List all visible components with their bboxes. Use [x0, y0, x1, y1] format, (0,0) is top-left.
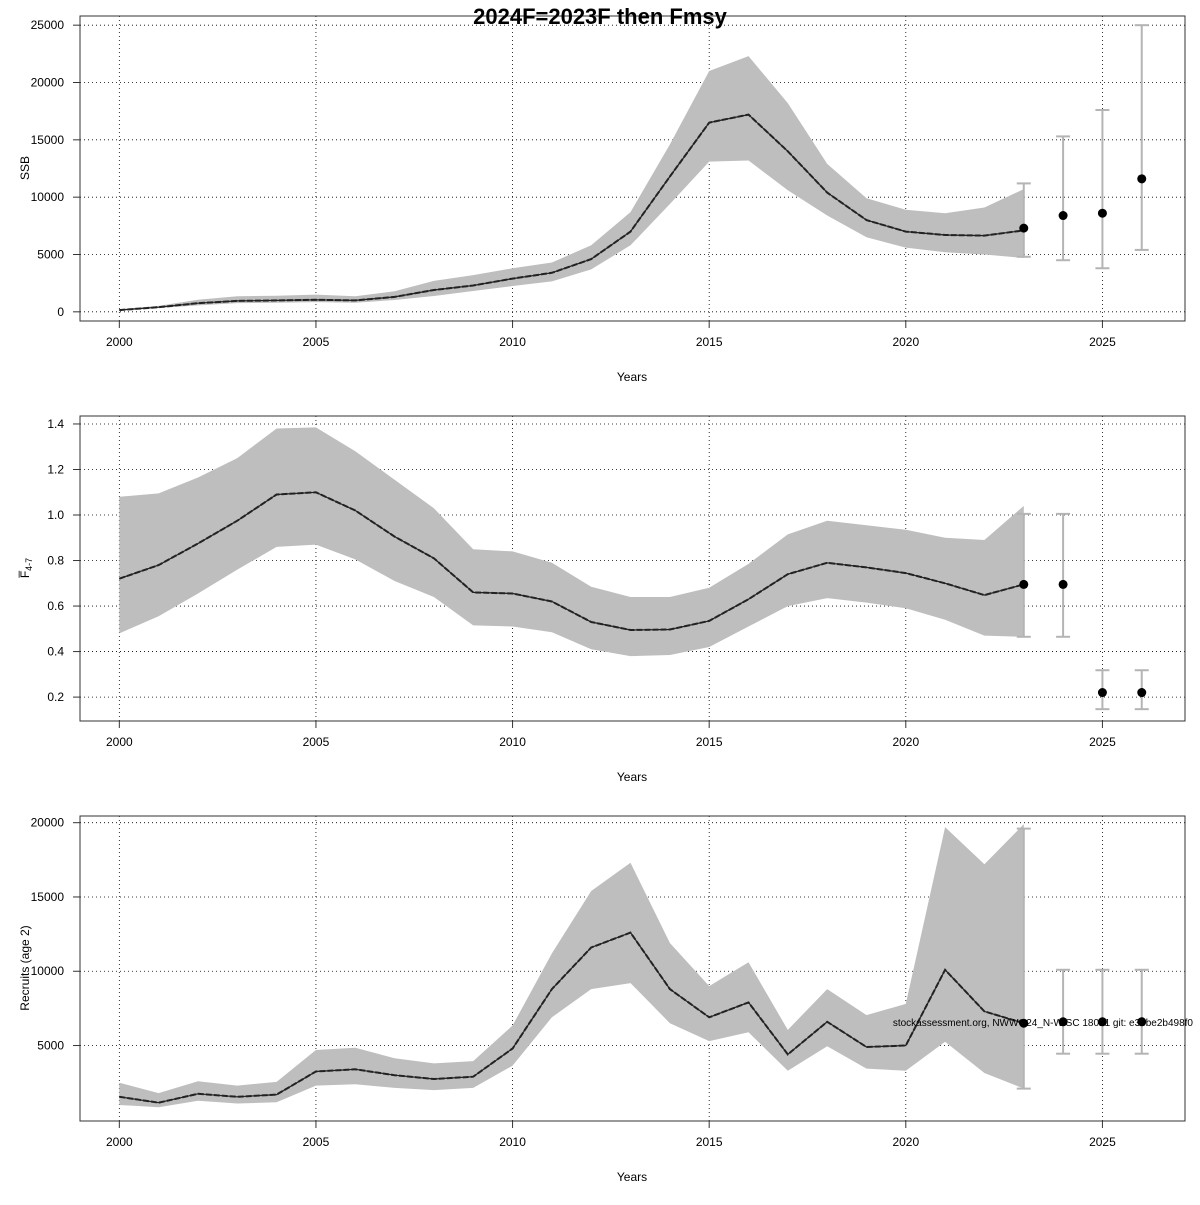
forecast-point — [1097, 208, 1107, 218]
x-tick-label: 2025 — [1089, 735, 1116, 749]
y-tick-label: 0.2 — [47, 690, 64, 704]
plot-frame — [79, 15, 1186, 322]
confidence-band — [119, 824, 1024, 1108]
x-tick-label: 2010 — [499, 735, 526, 749]
x-axis-label: Years — [617, 770, 647, 784]
confidence-band — [119, 427, 1024, 657]
x-tick-label: 2010 — [499, 1135, 526, 1149]
y-tick-label: 20000 — [31, 76, 65, 90]
y-tick-label: 15000 — [31, 133, 65, 147]
x-axis-label: Years — [617, 1170, 647, 1184]
y-tick-label: 1.4 — [47, 417, 64, 431]
x-tick-label: 2015 — [696, 735, 723, 749]
y-tick-label: 5000 — [37, 1039, 64, 1053]
y-tick-label: 0.4 — [47, 645, 64, 659]
forecast-point — [1058, 1017, 1068, 1027]
y-tick-label: 15000 — [31, 890, 65, 904]
forecast-point — [1058, 211, 1068, 221]
forecast-point — [1137, 1017, 1147, 1027]
x-tick-label: 2025 — [1089, 335, 1116, 349]
y-tick-label: 0.6 — [47, 599, 64, 613]
confidence-band — [119, 56, 1024, 311]
forecast-point — [1019, 223, 1029, 233]
x-tick-label: 2005 — [303, 335, 330, 349]
x-tick-label: 2020 — [892, 335, 919, 349]
x-tick-label: 2005 — [303, 735, 330, 749]
forecast-point — [1097, 688, 1107, 698]
plot-frame — [79, 815, 1186, 1122]
forecast-point — [1137, 688, 1147, 698]
x-tick-label: 2000 — [106, 335, 133, 349]
y-tick-label: 0 — [57, 305, 64, 319]
x-tick-label: 2000 — [106, 1135, 133, 1149]
chart-title: 2024F=2023F then Fmsy — [473, 4, 728, 29]
x-tick-label: 2020 — [892, 1135, 919, 1149]
x-tick-label: 2020 — [892, 735, 919, 749]
estimate-line-dashed — [119, 931, 1025, 1104]
forecast-point — [1019, 1018, 1029, 1028]
panel-1: 2000 2005 2010 2015 2020 2025 0 5000 10000 15000 2… — [18, 15, 1186, 384]
x-tick-label: 2005 — [303, 1135, 330, 1149]
x-tick-label: 2025 — [1089, 1135, 1116, 1149]
x-tick-label: 2000 — [106, 735, 133, 749]
x-tick-label: 2015 — [696, 335, 723, 349]
y-axis-label: F̅4-7 — [18, 558, 34, 578]
estimate-line-dashed — [119, 113, 1024, 312]
forecast-point — [1058, 579, 1068, 589]
y-tick-label: 10000 — [31, 190, 65, 204]
x-tick-label: 2015 — [696, 1135, 723, 1149]
y-tick-label: 10000 — [31, 964, 65, 978]
y-tick-label: 1.0 — [47, 508, 64, 522]
panel-3: 2000 2005 2010 2015 2020 2025 5000 10000 15000 20… — [18, 815, 1186, 1184]
forecast-point — [1019, 579, 1029, 589]
x-axis-label: Years — [617, 370, 647, 384]
y-axis-label: SSB — [18, 156, 32, 180]
y-axis-label: Recruits (age 2) — [18, 925, 32, 1010]
forecast-point — [1097, 1017, 1107, 1027]
y-tick-label: 20000 — [31, 816, 65, 830]
estimate-line-dashed — [118, 491, 1025, 632]
watermark-text: stockassessment.org, NWWG24_N-WISC 18021… — [893, 1018, 1194, 1029]
plot-frame — [79, 415, 1186, 722]
y-tick-label: 5000 — [37, 247, 64, 261]
y-tick-label: 0.8 — [47, 554, 64, 568]
y-tick-label: 1.2 — [47, 462, 64, 476]
forecast-point — [1137, 174, 1147, 184]
panel-2: 2000 2005 2010 2015 2020 2025 0.2 0.4 0.6 0.8 1.0 1… — [18, 415, 1186, 784]
x-tick-label: 2010 — [499, 335, 526, 349]
y-tick-label: 25000 — [31, 18, 65, 32]
